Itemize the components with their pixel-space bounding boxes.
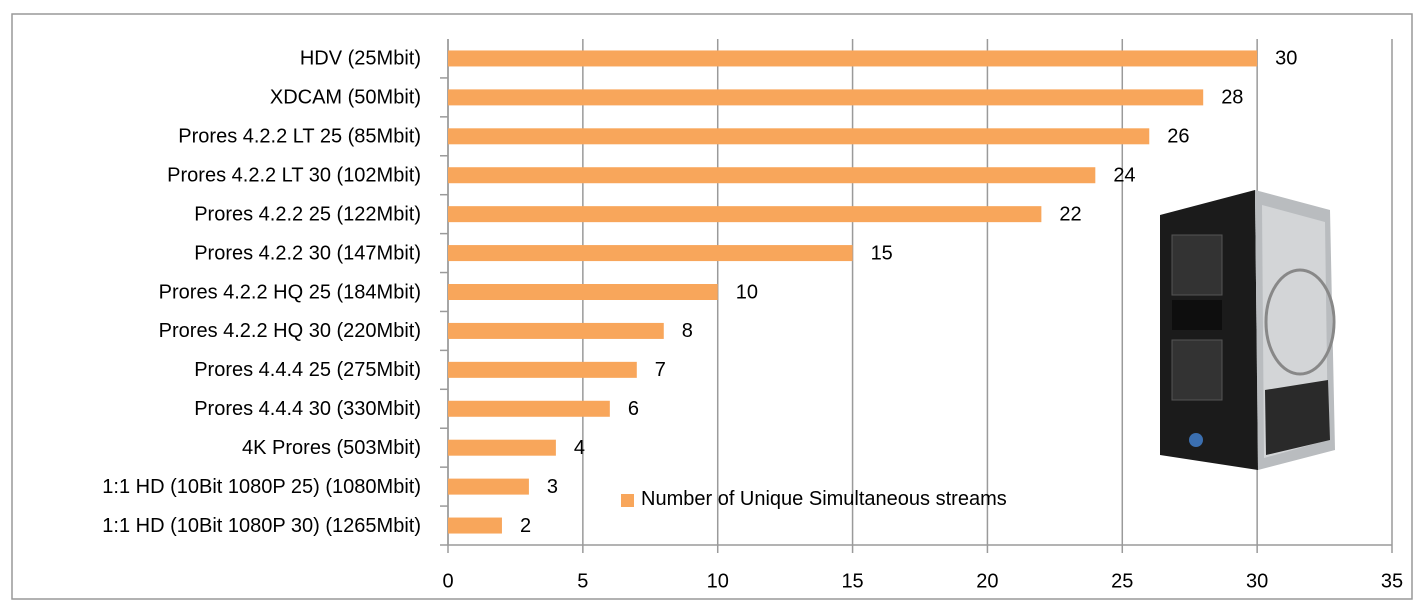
bar <box>448 322 664 339</box>
y-tick-label: 1:1 HD (10Bit 1080P 30) (1265Mbit) <box>102 515 421 537</box>
x-tick-label: 0 <box>442 570 453 592</box>
data-label: 7 <box>655 359 666 381</box>
server-photo <box>1160 190 1336 470</box>
y-tick-label: HDV (25Mbit) <box>300 48 421 70</box>
data-label: 6 <box>628 398 639 420</box>
bar <box>448 245 853 262</box>
y-tick-label: 4K Prores (503Mbit) <box>242 437 421 459</box>
bar <box>448 167 1096 184</box>
x-tick-label: 5 <box>577 570 588 592</box>
data-label: 10 <box>736 281 758 303</box>
y-tick-label: Prores 4.2.2 HQ 30 (220Mbit) <box>159 320 421 342</box>
y-tick-label: Prores 4.2.2 30 (147Mbit) <box>194 242 421 264</box>
y-tick-label: 1:1 HD (10Bit 1080P 25) (1080Mbit) <box>102 476 421 498</box>
data-label: 2 <box>520 515 531 537</box>
data-label: 26 <box>1167 126 1189 148</box>
x-tick-label: 15 <box>841 570 863 592</box>
bar <box>448 517 502 534</box>
bar <box>448 400 610 417</box>
data-label: 8 <box>682 320 693 342</box>
data-label: 22 <box>1059 203 1081 225</box>
bar <box>448 361 637 378</box>
bar <box>448 284 718 300</box>
y-tick-label: Prores 4.2.2 HQ 25 (184Mbit) <box>159 281 421 303</box>
bar <box>448 50 1258 67</box>
data-label: 15 <box>871 242 893 264</box>
x-tick-label: 25 <box>1111 570 1133 592</box>
data-label: 30 <box>1275 48 1297 70</box>
legend-label: Number of Unique Simultaneous streams <box>641 488 1007 510</box>
bar <box>448 89 1204 106</box>
legend-swatch <box>621 494 634 507</box>
x-tick-label: 10 <box>707 570 729 592</box>
data-label: 24 <box>1113 165 1135 187</box>
y-tick-label: Prores 4.4.4 25 (275Mbit) <box>194 359 421 381</box>
y-tick-label: XDCAM (50Mbit) <box>270 87 421 109</box>
data-label: 28 <box>1221 87 1243 109</box>
legend: Number of Unique Simultaneous streams <box>641 488 1007 510</box>
y-tick-label: Prores 4.2.2 LT 25 (85Mbit) <box>178 126 421 148</box>
data-label: 4 <box>574 437 585 459</box>
y-tick-label: Prores 4.2.2 LT 30 (102Mbit) <box>167 165 421 187</box>
bar <box>448 128 1150 145</box>
x-tick-label: 20 <box>976 570 998 592</box>
chart-frame <box>11 13 1413 600</box>
bar <box>448 439 556 456</box>
y-tick-label: Prores 4.2.2 25 (122Mbit) <box>194 203 421 225</box>
data-label: 3 <box>547 476 558 498</box>
x-tick-label: 35 <box>1381 570 1403 592</box>
x-tick-label: 30 <box>1246 570 1268 592</box>
bar <box>448 478 529 495</box>
y-tick-label: Prores 4.4.4 30 (330Mbit) <box>194 398 421 420</box>
bar <box>448 206 1042 223</box>
